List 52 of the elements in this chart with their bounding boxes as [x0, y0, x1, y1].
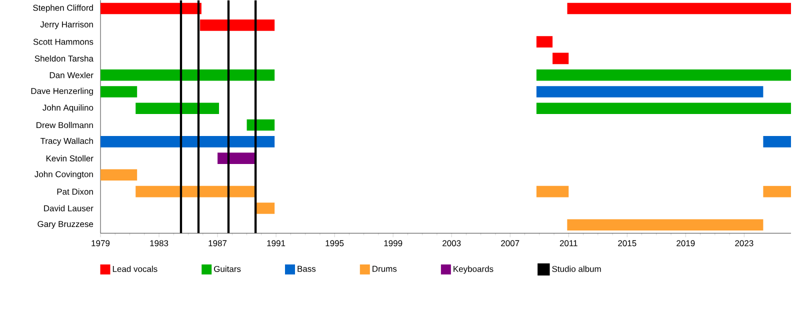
bar	[536, 186, 569, 198]
bar	[552, 52, 569, 64]
x-tick-label: 1999	[384, 240, 402, 246]
legend-label: Studio album	[552, 266, 601, 272]
y-tick-label: David Lauser	[44, 205, 94, 212]
bar	[763, 186, 791, 198]
y-tick-label: Dan Wexler	[50, 72, 94, 78]
y-tick-label: Scott Hammons	[33, 38, 94, 45]
bar	[536, 36, 553, 48]
bar	[136, 186, 256, 198]
x-tick-label: 2015	[618, 240, 636, 246]
legend-label: Guitars	[214, 266, 241, 272]
bar	[536, 69, 791, 81]
x-tick-label: 2007	[501, 240, 520, 246]
legend-label: Lead vocals	[112, 266, 158, 272]
bar	[256, 202, 275, 214]
y-tick-label: Pat Dixon	[57, 188, 93, 195]
x-tick-label: 1995	[326, 240, 344, 246]
bar	[536, 86, 764, 98]
legend-label: Drums	[372, 266, 397, 272]
bar	[567, 219, 764, 230]
x-tick-label: 1983	[150, 240, 168, 246]
bar	[100, 69, 275, 81]
x-tick-label: 1991	[267, 240, 286, 246]
x-tick-label: 2023	[735, 240, 754, 246]
y-tick-label: Stephen Clifford	[33, 4, 93, 12]
y-tick-label: Dave Henzerling	[31, 88, 93, 96]
y-tick-label: Gary Bruzzese	[38, 220, 94, 229]
y-tick-label: Sheldon Tarsha	[34, 55, 94, 62]
y-tick-label: Drew Bollmann	[36, 122, 93, 128]
bar	[536, 102, 791, 114]
legend-label: Keyboards	[454, 266, 494, 274]
bar	[136, 102, 220, 114]
y-tick-label: Jerry Harrison	[40, 21, 93, 30]
x-tick-label: 2019	[676, 240, 695, 246]
bar	[567, 2, 791, 14]
y-tick-label: John Aquilino	[42, 104, 94, 112]
y-tick-label: Kevin Stoller	[46, 155, 94, 162]
x-tick-label: 2003	[442, 240, 461, 246]
bar	[100, 2, 202, 14]
bar	[100, 86, 138, 98]
bar	[218, 152, 256, 164]
bar	[763, 136, 791, 148]
bar	[100, 169, 138, 181]
x-tick-label: 1979	[92, 240, 110, 246]
x-tick-label: 2011	[560, 240, 578, 246]
y-tick-label: Tracy Wallach	[40, 138, 93, 146]
bar	[100, 136, 275, 148]
x-tick-label: 1987	[208, 240, 227, 246]
bar	[200, 19, 275, 31]
y-tick-label: John Covington	[34, 170, 93, 179]
legend-label: Bass	[298, 266, 316, 272]
